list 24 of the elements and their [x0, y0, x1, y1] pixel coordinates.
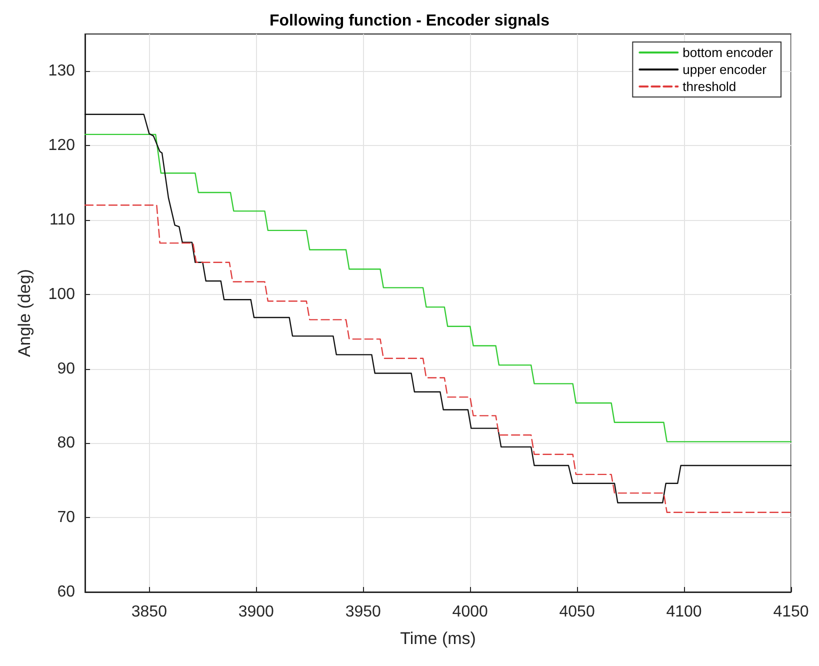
legend-label: threshold	[682, 79, 736, 94]
x-tick-label: 3850	[131, 604, 168, 620]
line-series	[84, 114, 792, 504]
x-tick-label: 3900	[238, 604, 274, 620]
y-tick-label: 70	[57, 509, 76, 526]
chart-title: Following function - Encoder signals	[270, 12, 550, 30]
y-tick-label: 80	[57, 434, 76, 452]
x-tick-label: 3950	[345, 604, 382, 620]
x-axis-title: Time (ms)	[400, 629, 476, 648]
legend-label: bottom encoder	[682, 45, 774, 60]
y-tick-label: 130	[48, 62, 76, 80]
x-tick-label: 4100	[666, 604, 702, 620]
y-tick-label: 120	[48, 137, 76, 154]
y-tick-label: 100	[48, 286, 76, 303]
x-tick-label: 4050	[559, 604, 595, 620]
y-axis-title: Angle (deg)	[15, 269, 34, 357]
legend-label: upper encoder	[682, 62, 768, 77]
y-tick-label: 60	[57, 584, 76, 600]
y-tick-label: 90	[57, 360, 76, 378]
x-tick-label: 4150	[773, 604, 809, 620]
y-tick-label: 110	[49, 212, 76, 228]
line-series	[84, 204, 792, 513]
line-series	[84, 134, 792, 442]
x-tick-label: 4000	[452, 604, 488, 620]
